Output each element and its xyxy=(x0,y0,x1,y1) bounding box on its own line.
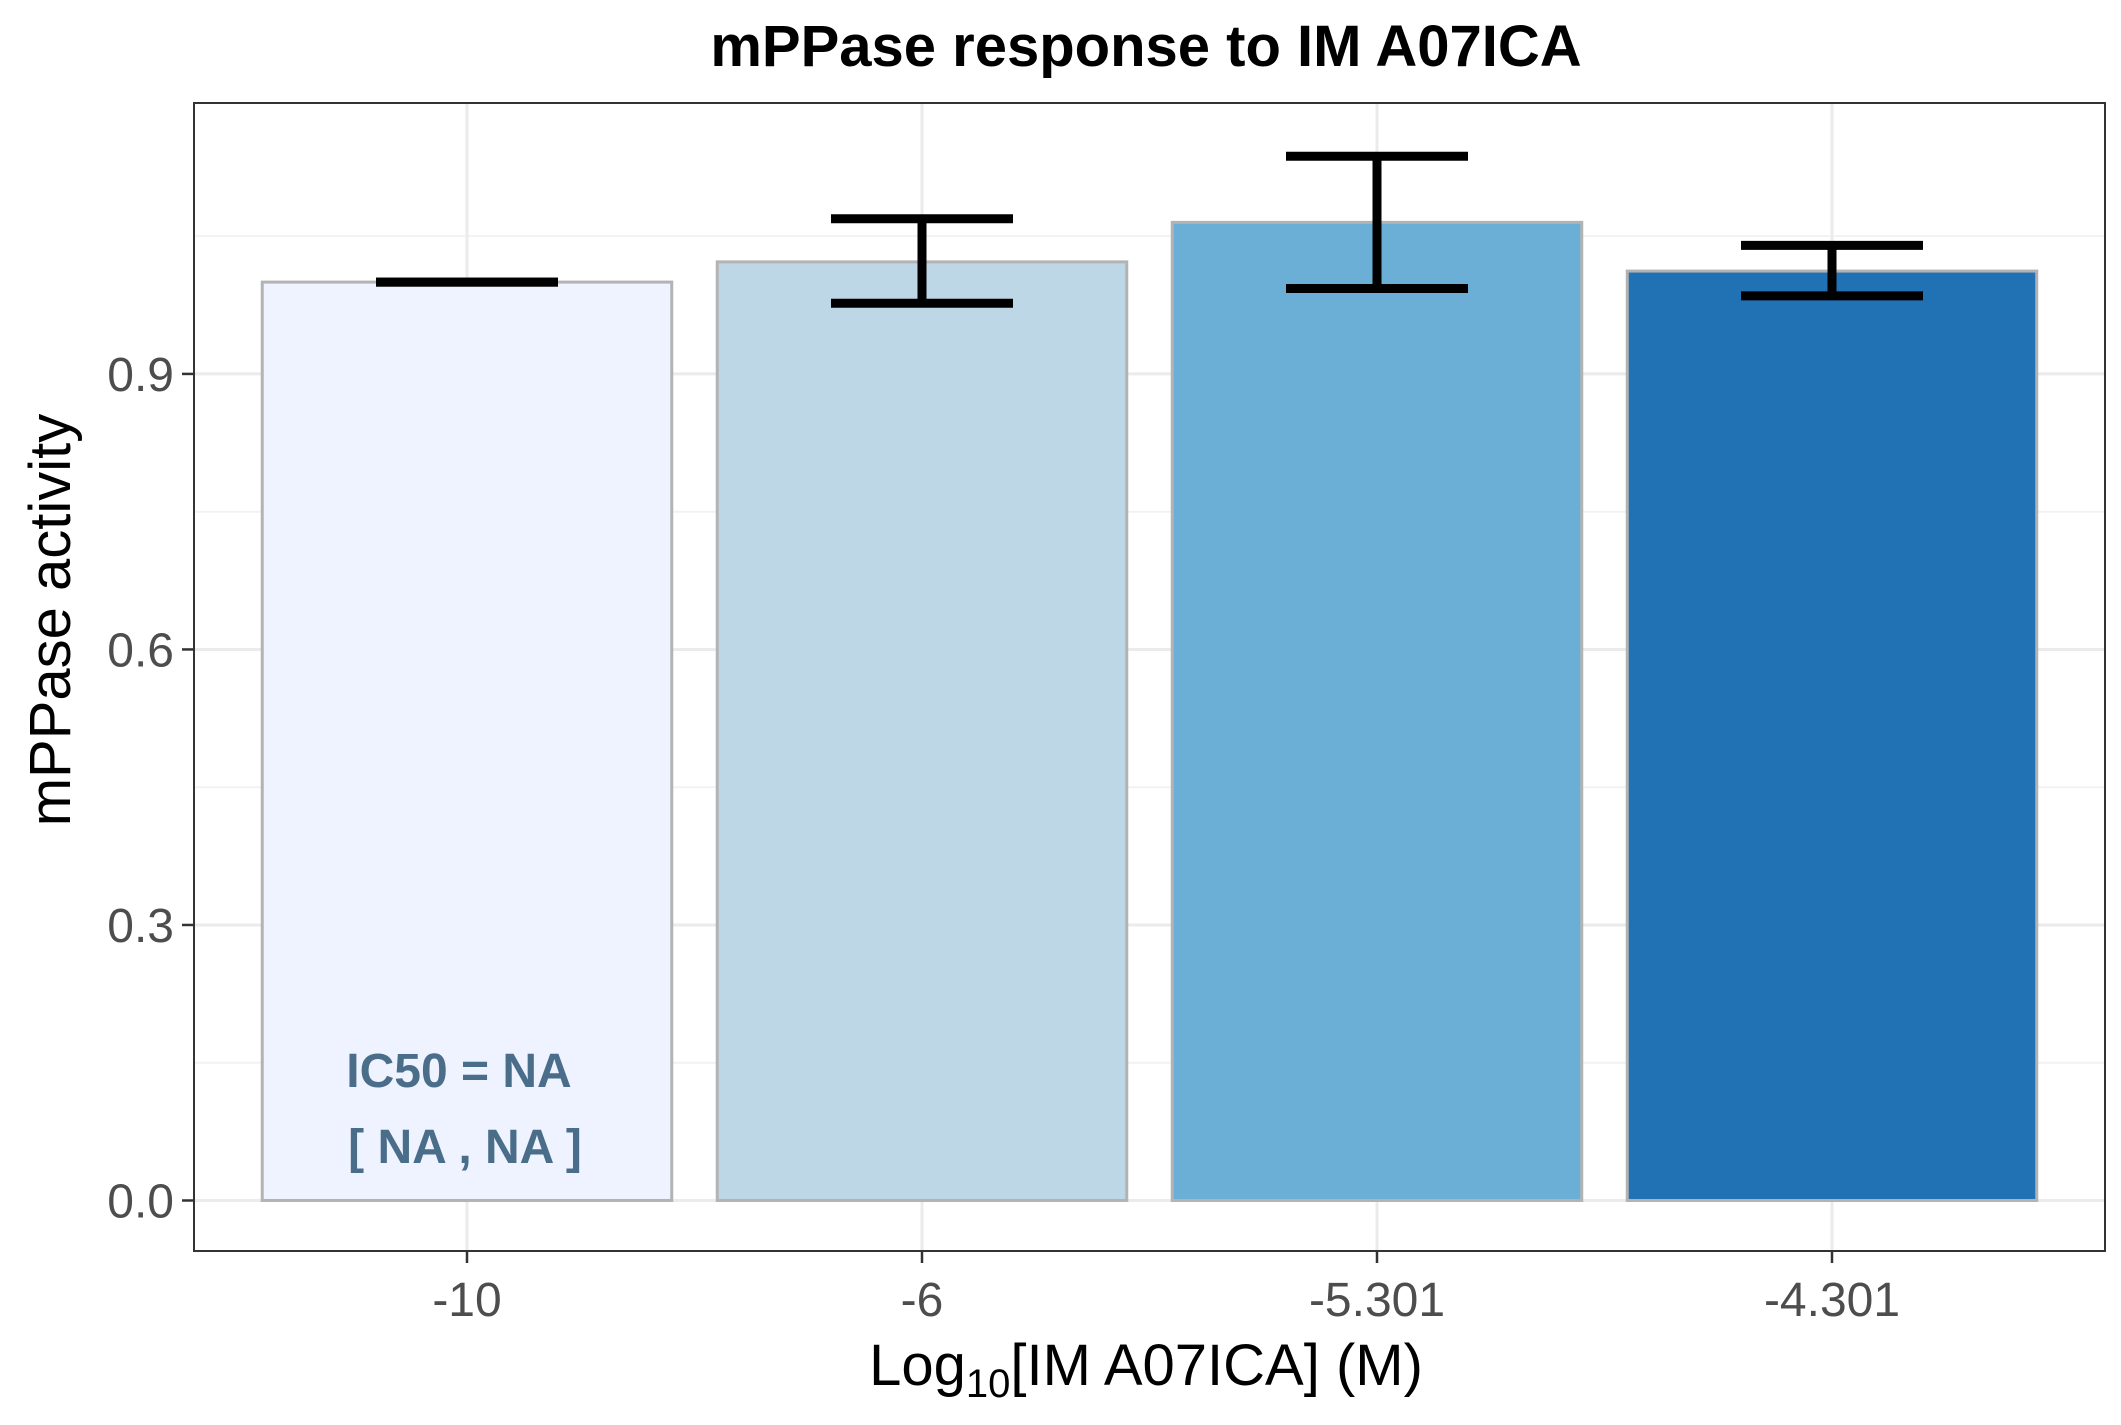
y-tick-label-3: 0.9 xyxy=(107,349,174,402)
bar-1 xyxy=(715,260,1129,1202)
x-tick-label-1: -6 xyxy=(901,1274,944,1327)
y-axis: 0.0 0.3 0.6 0.9 xyxy=(107,349,194,1228)
ic50-annotation-line2: [ NA , NA ] xyxy=(348,1121,582,1174)
ic50-annotation-line1: IC50 = NA xyxy=(346,1045,571,1098)
y-tick-label-2: 0.6 xyxy=(107,624,174,677)
error-bars xyxy=(376,151,1923,308)
chart-title: mPPase response to IM A07ICA xyxy=(710,14,1581,79)
x-axis-label-prefix: Log xyxy=(869,1333,966,1398)
plot-panel-border xyxy=(193,102,2106,1252)
error-bar-2 xyxy=(1286,151,1468,294)
error-bar-3 xyxy=(1741,240,1923,301)
x-axis-label-subscript: 10 xyxy=(966,1362,1011,1406)
y-axis-label: mPPase activity xyxy=(18,414,83,827)
x-axis-label: Log10[IM A07ICA] (M) xyxy=(869,1333,1423,1406)
x-axis: -10 -6 -5.301 -4.301 xyxy=(432,1251,1900,1327)
bars xyxy=(260,220,2039,1202)
x-tick-label-0: -10 xyxy=(432,1274,501,1327)
ic50-annotation: IC50 = NA [ NA , NA ] xyxy=(346,1045,582,1174)
bar-3 xyxy=(1625,269,2039,1202)
y-tick-label-0: 0.0 xyxy=(107,1175,174,1228)
x-axis-label-suffix: [IM A07ICA] (M) xyxy=(1010,1333,1423,1398)
error-bar-1 xyxy=(831,214,1013,308)
y-tick-label-1: 0.3 xyxy=(107,900,174,953)
bar-2 xyxy=(1170,220,1584,1202)
x-tick-label-2: -5.301 xyxy=(1309,1274,1445,1327)
bar-0 xyxy=(260,280,674,1202)
x-tick-label-3: -4.301 xyxy=(1764,1274,1900,1327)
